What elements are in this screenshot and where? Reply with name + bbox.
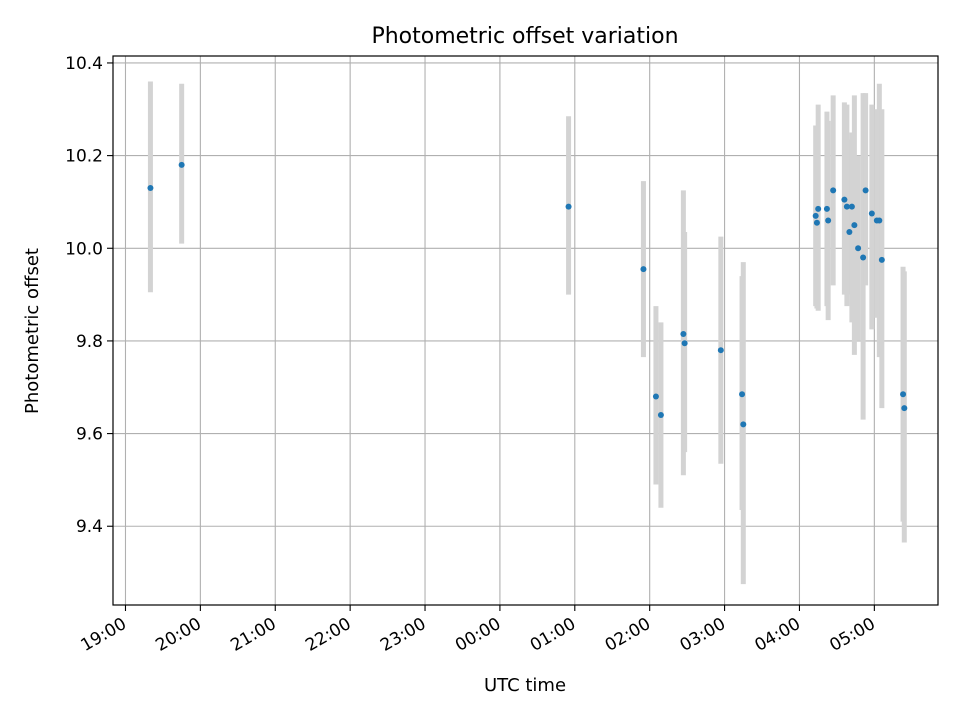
data-point — [657, 412, 664, 419]
x-tick-label: 01:00 — [527, 614, 579, 656]
data-point — [178, 161, 185, 168]
data-point — [813, 219, 820, 226]
x-tick-label: 23:00 — [377, 614, 429, 656]
data-point — [147, 185, 154, 192]
data-point — [860, 254, 867, 261]
data-point — [739, 391, 746, 398]
y-tick-label: 10.0 — [65, 239, 103, 259]
data-point — [565, 203, 572, 210]
data-point — [740, 421, 747, 428]
x-axis-label: UTC time — [484, 675, 566, 696]
error-bars — [147, 81, 907, 585]
data-point — [851, 222, 858, 229]
data-point — [830, 187, 837, 194]
chart-title: Photometric offset variation — [371, 24, 678, 49]
x-tick-label: 02:00 — [602, 614, 654, 656]
data-point — [846, 229, 853, 236]
data-point — [848, 203, 855, 210]
data-point — [876, 217, 883, 224]
data-point — [825, 217, 832, 224]
x-tick-label: 00:00 — [452, 614, 504, 656]
y-tick-label: 10.4 — [65, 54, 103, 74]
plot-frame — [112, 55, 939, 606]
data-point — [652, 393, 659, 400]
data-point — [843, 203, 850, 210]
data-point — [640, 266, 647, 273]
data-point — [815, 205, 822, 212]
data-point — [901, 405, 908, 412]
y-tick-label: 9.6 — [76, 425, 103, 445]
data-point — [823, 205, 830, 212]
y-tick-label: 9.8 — [76, 332, 103, 352]
data-point — [900, 391, 907, 398]
x-tick-label: 22:00 — [302, 614, 354, 656]
data-point — [868, 210, 875, 217]
x-axis-ticks: 19:00 20:00 21:00 22:00 23:00 00:00 01:00 02:00… — [78, 605, 879, 656]
data-point — [862, 187, 869, 194]
x-tick-label: 20:00 — [152, 614, 204, 656]
x-tick-label: 04:00 — [752, 614, 804, 656]
data-point — [841, 196, 848, 203]
x-tick-label: 03:00 — [677, 614, 729, 656]
data-point — [812, 212, 819, 219]
data-point — [717, 347, 724, 354]
y-axis-ticks: 9.4 9.6 9.8 10.0 10.2 10.4 — [65, 54, 113, 537]
data-point — [681, 340, 688, 347]
x-tick-label: 21:00 — [227, 614, 279, 656]
data-point — [680, 330, 687, 337]
y-axis-label: Photometric offset — [22, 248, 43, 414]
x-tick-label: 19:00 — [78, 614, 130, 656]
x-tick-label: 05:00 — [826, 614, 878, 656]
y-tick-label: 10.2 — [65, 147, 103, 167]
data-points — [147, 161, 908, 428]
data-point — [878, 256, 885, 263]
y-tick-label: 9.4 — [76, 517, 103, 537]
data-point — [855, 245, 862, 252]
